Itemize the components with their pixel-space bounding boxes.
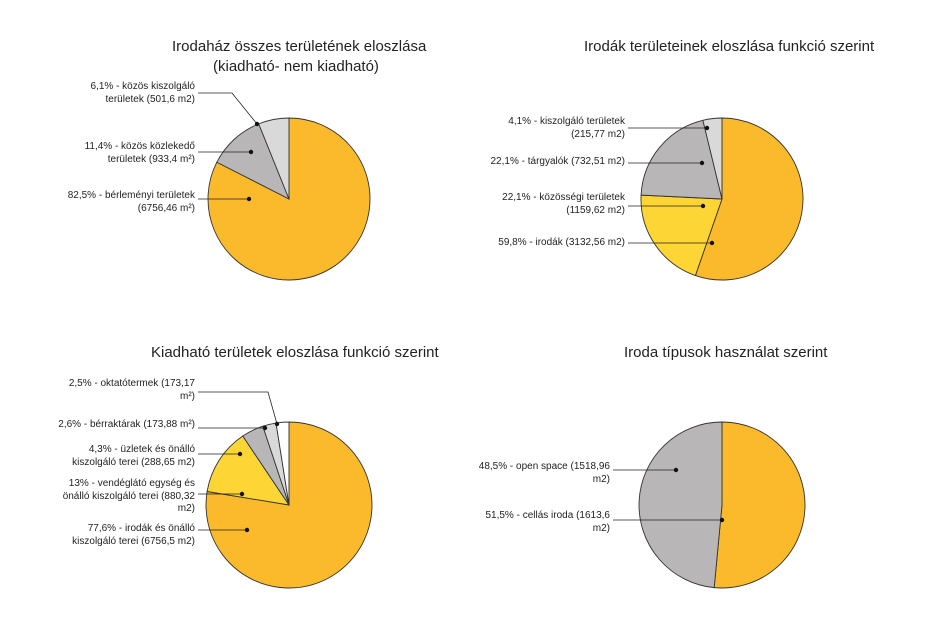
chart-3-slice-label-3-line-2: kiszolgáló terei (288,65 m2) bbox=[72, 456, 195, 468]
chart-1-leader-dot-2 bbox=[248, 149, 254, 155]
chart-3-leader-dot-2 bbox=[239, 491, 245, 497]
chart-4-leader-dot-2 bbox=[673, 467, 679, 473]
chart-4-slice-label-1-line-1: 51,5% - cellás iroda (1613,6 bbox=[485, 510, 610, 521]
chart-2-leader-dot-3 bbox=[699, 160, 705, 166]
chart-4-slice-label-1: 51,5% - cellás iroda (1613,6 m2) bbox=[485, 510, 610, 535]
chart-2-slice-label-1: 59,8% - irodák (3132,56 m2) bbox=[498, 237, 625, 250]
chart-2-slice-label-2-line-1: 22,1% - közösségi területek bbox=[502, 192, 625, 203]
chart-1-leader-line-3 bbox=[198, 92, 258, 125]
chart-3-leader-line-5 bbox=[198, 391, 278, 425]
chart-3-slice-label-3-line-1: 4,3% - üzletek és önálló bbox=[88, 444, 195, 455]
chart-1-slice-label-2-line-2: területek (933,4 m²) bbox=[107, 153, 195, 165]
chart-2-slice-label-4: 4,1% - kiszolgáló területek (215,77 m2) bbox=[508, 116, 625, 141]
chart-2-slice-label-3-line-1: 22,1% - tárgyalók (732,51 m2) bbox=[490, 156, 625, 167]
chart-3-leader-dot-3 bbox=[237, 451, 243, 457]
chart-1-slice-label-3-line-2: területek (501,6 m2) bbox=[105, 93, 196, 105]
chart-2-slice-label-1-line-1: 59,8% - irodák (3132,56 m2) bbox=[498, 237, 625, 248]
chart-2-slice-label-4-line-1: 4,1% - kiszolgáló területek bbox=[508, 116, 625, 127]
chart-4-slice-label-2: 48,5% - open space (1518,96 m2) bbox=[479, 461, 610, 486]
chart-3-slice-1 bbox=[205, 421, 373, 589]
chart-4-title: Iroda típusok használat szerint bbox=[624, 344, 828, 361]
chart-3-title: Kiadható területek eloszlása funkció sze… bbox=[151, 344, 439, 361]
chart-1-title: Irodaház összes területének eloszlása bbox=[172, 38, 427, 55]
chart-2-slice-label-2-line-2: (1159,62 m2) bbox=[566, 204, 625, 216]
chart-2-title: Irodák területeinek eloszlása funkció sz… bbox=[584, 38, 875, 55]
chart-1-slice-label-2-line-1: 11,4% - közös közlekedő bbox=[84, 141, 195, 152]
chart-3-slice-label-3: 4,3% - üzletek és önálló kiszolgáló terei… bbox=[72, 444, 195, 469]
chart-3-leader-dot-4 bbox=[262, 425, 268, 431]
chart-1-slice-label-1: 82,5% - bérleményi területek (6756,46 m²) bbox=[68, 190, 195, 215]
chart-3-slice-label-2: 13% - vendéglátó egység és önálló kiszolg… bbox=[63, 478, 195, 516]
chart-4-leader-dot-1 bbox=[719, 517, 725, 523]
chart-3-slice-label-5: 2,5% - oktatótermek (173,17 m²) bbox=[69, 378, 195, 403]
chart-1-slice-label-1-line-2: (6756,46 m²) bbox=[137, 202, 195, 214]
chart-3-slice-label-4-line-1: 2,6% - bérraktárak (173,88 m²) bbox=[58, 419, 195, 430]
chart-3-slice-label-1: 77,6% - irodák és önálló kiszolgáló terei… bbox=[72, 523, 195, 548]
chart-1-leader-dot-3 bbox=[254, 121, 260, 127]
chart-3-slice-label-5-line-1: 2,5% - oktatótermek (173,17 bbox=[68, 378, 195, 389]
chart-2-slice-label-3: 22,1% - tárgyalók (732,51 m2) bbox=[490, 156, 625, 169]
chart-3-slice-label-5-line-2: m²) bbox=[180, 390, 195, 402]
chart-3-slice-label-2-line-3: m2) bbox=[177, 503, 195, 514]
chart-2-slice-4 bbox=[702, 117, 723, 200]
chart-1-leader-dot-1 bbox=[246, 196, 252, 202]
chart-4-slice-label-1-line-2: m2) bbox=[592, 522, 610, 534]
chart-1-slice-label-3: 6,1% - közös kiszolgáló területek (501,6 … bbox=[91, 81, 196, 106]
chart-2-slice-label-2: 22,1% - közösségi területek (1159,62 m2) bbox=[502, 192, 625, 217]
chart-3-slice-label-1-line-2: kiszolgáló terei (6756,5 m2) bbox=[72, 535, 195, 547]
chart-1-slice-label-1-line-1: 82,5% - bérleményi területek bbox=[67, 190, 195, 201]
chart-1-subtitle: (kiadható- nem kiadható) bbox=[213, 58, 379, 75]
chart-2-leader-dot-2 bbox=[700, 203, 706, 209]
chart-4-slice-label-2-line-1: 48,5% - open space (1518,96 bbox=[478, 461, 610, 472]
chart-2-leader-dot-4 bbox=[704, 125, 710, 131]
chart-3-slice-label-2-line-1: 13% - vendéglátó egység és bbox=[68, 478, 195, 489]
chart-3-slice-label-1-line-1: 77,6% - irodák és önálló bbox=[87, 523, 195, 534]
chart-1-slice-label-3-line-1: 6,1% - közös kiszolgáló bbox=[90, 81, 196, 92]
chart-3-leader-dot-1 bbox=[244, 527, 250, 533]
chart-4-slice-2 bbox=[638, 421, 723, 589]
chart-2-slice-label-4-line-2: (215,77 m2) bbox=[571, 128, 625, 140]
chart-3-slice-label-4: 2,6% - bérraktárak (173,88 m²) bbox=[58, 419, 195, 432]
chart-1-slice-label-2: 11,4% - közös közlekedő területek (933,4 … bbox=[85, 141, 195, 166]
chart-2-slice-2 bbox=[640, 194, 723, 277]
chart-3-leader-dot-5 bbox=[274, 421, 280, 427]
chart-4-slice-label-2-line-2: m2) bbox=[592, 473, 610, 485]
chart-4-slice-1 bbox=[713, 421, 806, 589]
chart-3-slice-label-2-line-2: önálló kiszolgáló terei (880,32 bbox=[62, 490, 195, 502]
chart-3-slice-2 bbox=[206, 435, 290, 506]
chart-2-slice-3 bbox=[640, 119, 723, 200]
chart-2-leader-dot-1 bbox=[709, 240, 715, 246]
